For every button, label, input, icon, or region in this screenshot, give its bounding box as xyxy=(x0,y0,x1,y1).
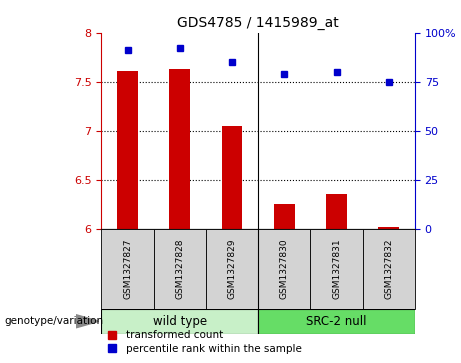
Bar xyxy=(117,71,138,229)
Text: GSM1327828: GSM1327828 xyxy=(175,238,184,299)
Bar xyxy=(154,229,206,309)
Bar xyxy=(258,309,415,334)
Text: GSM1327830: GSM1327830 xyxy=(280,238,289,299)
Bar xyxy=(274,204,295,229)
Text: wild type: wild type xyxy=(153,315,207,328)
Bar xyxy=(326,195,347,229)
Text: GSM1327827: GSM1327827 xyxy=(123,238,132,299)
Bar xyxy=(363,229,415,309)
Bar xyxy=(222,126,242,229)
Text: GSM1327829: GSM1327829 xyxy=(228,238,236,299)
Bar xyxy=(101,229,154,309)
Bar xyxy=(258,229,310,309)
Bar xyxy=(169,69,190,229)
Bar xyxy=(101,309,258,334)
Text: GSM1327831: GSM1327831 xyxy=(332,238,341,299)
Text: SRC-2 null: SRC-2 null xyxy=(306,315,367,328)
Text: genotype/variation: genotype/variation xyxy=(5,316,104,326)
Title: GDS4785 / 1415989_at: GDS4785 / 1415989_at xyxy=(177,16,339,30)
Legend: transformed count, percentile rank within the sample: transformed count, percentile rank withi… xyxy=(97,326,306,358)
Bar xyxy=(378,227,399,229)
Text: GSM1327832: GSM1327832 xyxy=(384,238,393,299)
Bar xyxy=(310,229,363,309)
Polygon shape xyxy=(76,315,99,328)
Bar xyxy=(206,229,258,309)
